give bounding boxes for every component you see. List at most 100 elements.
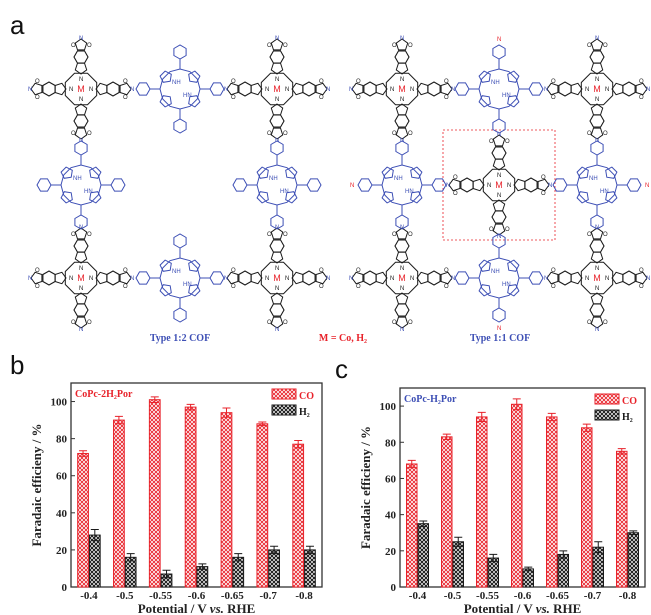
error-bar-co: [442, 433, 451, 441]
oxygen-label: O: [541, 175, 546, 181]
phenyl-ring: [552, 178, 568, 192]
pyrrole-ring: [478, 284, 491, 297]
nitrogen-label: N: [350, 183, 354, 189]
phenyl-ring: [492, 233, 506, 249]
y-tick-label: 100: [51, 397, 68, 409]
error-bar-co: [294, 439, 303, 449]
phenyl-ring: [173, 307, 187, 323]
x-axis-label-part: Potential / V: [138, 601, 210, 615]
oxygen-label: O: [505, 139, 510, 145]
pyrrole-ring: [270, 292, 284, 305]
imide-ring: [226, 271, 239, 285]
x-tick-label: -0.65: [221, 590, 244, 602]
oxygen-label: O: [356, 95, 361, 101]
pyrrole-ring: [507, 259, 520, 272]
pyrrole-ring: [74, 251, 88, 264]
error-bar-co: [79, 450, 88, 457]
pyrrole-ring: [395, 292, 409, 305]
benzene-ring: [558, 81, 572, 97]
legend-swatch-h2: [594, 409, 620, 421]
error-bar-h2: [162, 569, 171, 579]
phenyl-ring: [209, 271, 225, 285]
oxygen-label: O: [283, 43, 288, 49]
bar-h2: [627, 532, 639, 588]
phenyl-ring: [590, 140, 604, 156]
oxygen-label: O: [639, 284, 644, 290]
porphyrin-unit: NH HN N: [454, 233, 544, 332]
benzene-ring: [394, 114, 410, 128]
y-tick-label: 80: [56, 434, 68, 446]
phenyl-ring: [492, 307, 506, 323]
bar-h2: [592, 546, 604, 588]
nitrogen-label: N: [69, 276, 73, 282]
nitrogen-label: N: [497, 173, 501, 179]
phenyl-ring: [232, 178, 248, 192]
bar-co: [292, 443, 305, 588]
metal-label: M: [77, 84, 85, 94]
oxygen-label: O: [639, 268, 644, 274]
metal-label: M: [273, 273, 281, 283]
phenyl-ring: [173, 118, 187, 134]
nitrogen-label: N: [349, 87, 353, 93]
benzene-ring: [394, 303, 410, 317]
nitrogen-label: N: [89, 87, 93, 93]
pyrrole-ring: [54, 271, 67, 285]
error-bar-h2: [305, 545, 314, 555]
x-tick-label: -0.5: [116, 590, 134, 602]
oxygen-label: O: [444, 79, 449, 85]
imide-ring: [74, 127, 88, 140]
nitrogen-label: N: [487, 183, 491, 189]
pyrrole-ring: [416, 82, 429, 96]
phenyl-ring: [135, 271, 151, 285]
nitrogen-label: N: [285, 276, 289, 282]
pyrrole-ring: [285, 166, 298, 179]
error-bar-h2: [126, 553, 135, 562]
nitrogen-label: N: [507, 183, 511, 189]
benzene-ring: [269, 50, 285, 64]
error-bar-co: [512, 398, 521, 411]
phenyl-ring: [135, 82, 151, 96]
phenyl-ring: [454, 82, 470, 96]
oxygen-label: O: [356, 268, 361, 274]
metal-label: M: [593, 273, 601, 283]
pyrrole-ring: [60, 191, 73, 204]
error-bar-co: [258, 421, 267, 427]
nitrogen-label: N: [645, 183, 649, 189]
pyrrole-ring: [285, 191, 298, 204]
nitrogen-label: N: [69, 87, 73, 93]
bar-co: [77, 452, 89, 588]
oxygen-label: O: [551, 268, 556, 274]
pyrrole-ring: [590, 103, 604, 116]
imide-ring: [315, 271, 328, 285]
nitrogen-label: N: [326, 276, 330, 282]
bar-h2: [557, 553, 569, 588]
metal-label: M: [77, 273, 85, 283]
pyrrole-ring: [188, 95, 201, 108]
pyrrole-ring: [605, 191, 618, 204]
benzene-ring: [427, 270, 441, 286]
hn-label: HN: [502, 93, 511, 99]
bar-co: [184, 406, 197, 588]
pyrrole-ring: [410, 166, 423, 179]
oxygen-label: O: [444, 268, 449, 274]
oxygen-label: O: [603, 320, 608, 326]
pyrrole-ring: [611, 271, 624, 285]
oxygen-label: O: [123, 268, 128, 274]
nitrogen-label: N: [224, 87, 228, 93]
oxygen-label: O: [71, 131, 76, 137]
nitrogen-label: N: [275, 327, 279, 333]
pyrrole-ring: [605, 166, 618, 179]
nitrogen-label: N: [595, 97, 599, 103]
benzene-ring: [589, 303, 605, 317]
caption-type-1-1-cof: Type 1:1 COF: [470, 333, 530, 344]
macrocycle-ring: [260, 72, 294, 106]
benzene-ring: [73, 114, 89, 128]
pyrrole-ring: [188, 70, 201, 83]
nitrogen-label: N: [275, 97, 279, 103]
bar-co: [148, 399, 161, 588]
oxygen-label: O: [392, 131, 397, 137]
oxygen-label: O: [71, 232, 76, 238]
nitrogen-label: N: [79, 36, 83, 42]
benzene-ring: [269, 114, 285, 128]
